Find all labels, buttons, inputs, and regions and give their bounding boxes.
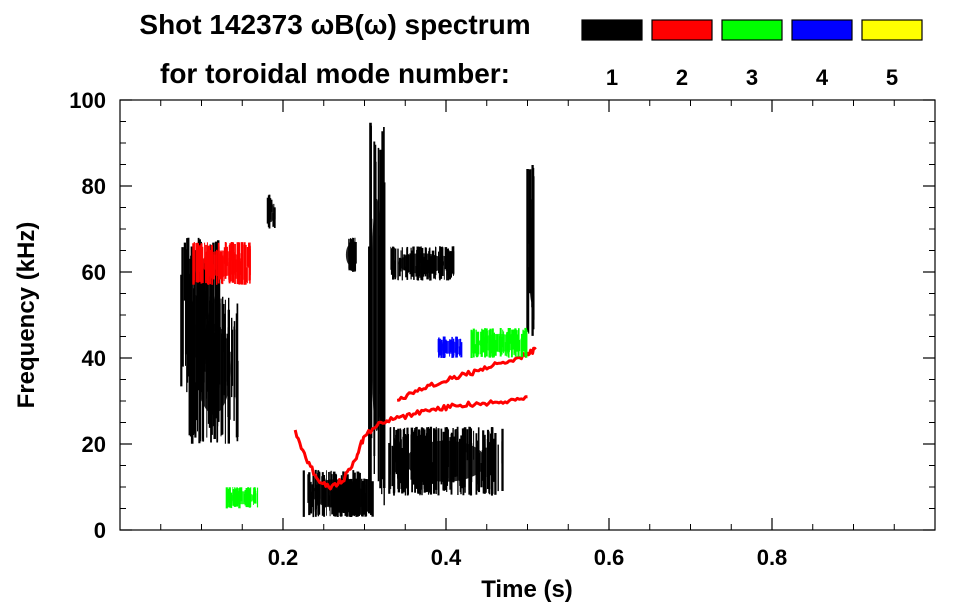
spectrum-region-core — [196, 323, 231, 414]
legend-swatch-3 — [721, 19, 783, 41]
spectrum-region-core — [479, 333, 519, 352]
mode-frequency-track — [293, 395, 528, 491]
legend-swatch-1 — [581, 19, 643, 41]
plot-area: 0.2 0.4 0.6 0.8 0 20 40 60 80 100 — [69, 88, 936, 570]
legend-swatch-2 — [651, 19, 713, 41]
legend-swatch-4 — [791, 19, 853, 41]
spectrum-region-core — [398, 253, 445, 274]
spectrum-region-core — [201, 250, 242, 277]
y-tick-label: 80 — [82, 174, 106, 199]
spectrum-region-core — [338, 486, 367, 510]
x-tick-label: 0.2 — [268, 545, 299, 570]
mode-frequency-track — [396, 346, 537, 402]
y-axis: 0 20 40 60 80 100 — [69, 88, 935, 543]
series-mode-2 — [192, 242, 537, 491]
spectrum-region-core — [406, 440, 486, 482]
legend-label: 3 — [746, 65, 758, 90]
legend-label: 1 — [606, 65, 618, 90]
series-mode-4 — [437, 336, 463, 358]
y-tick-label: 100 — [69, 88, 106, 113]
spectrum-region-core — [267, 201, 274, 223]
spectrum-region-core — [528, 198, 535, 303]
spectrum-region-core — [230, 491, 254, 505]
series-mode-3 — [225, 327, 528, 509]
x-tick-label: 0.6 — [594, 545, 625, 570]
legend-label: 5 — [886, 65, 898, 90]
chart-title: Shot 142373 ωB(ω) spectrum — [139, 9, 530, 40]
legend: 1 2 3 4 5 — [581, 19, 923, 90]
legend-title: for toroidal mode number: — [160, 58, 510, 89]
y-axis-label: Frequency (kHz) — [13, 222, 40, 409]
spectrum-region-core — [371, 198, 383, 432]
y-tick-label: 20 — [82, 432, 106, 457]
y-tick-label: 0 — [94, 518, 106, 543]
legend-label: 4 — [816, 65, 829, 90]
legend-label: 2 — [676, 65, 688, 90]
spectrum-region-core — [441, 340, 459, 354]
x-tick-label: 0.8 — [757, 545, 788, 570]
spectrum-data — [180, 122, 537, 518]
y-tick-label: 40 — [82, 346, 106, 371]
y-tick-label: 60 — [82, 260, 106, 285]
spectrum-region-core — [345, 244, 355, 266]
x-axis-label: Time (s) — [481, 576, 573, 603]
x-tick-label: 0.4 — [431, 545, 462, 570]
legend-swatch-5 — [861, 19, 923, 41]
x-axis: 0.2 0.4 0.6 0.8 — [160, 100, 895, 570]
